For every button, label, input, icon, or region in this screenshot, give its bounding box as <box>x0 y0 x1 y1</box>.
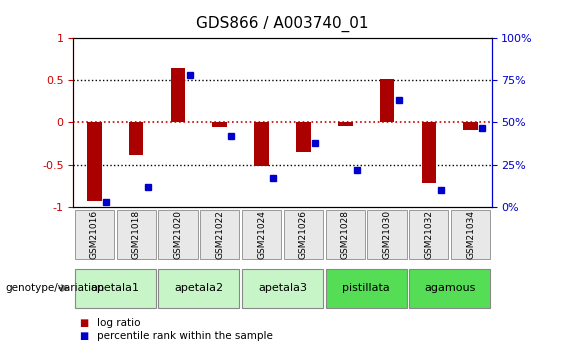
Bar <box>409 210 449 259</box>
Text: GSM21032: GSM21032 <box>424 210 433 259</box>
Text: apetala3: apetala3 <box>258 283 307 293</box>
Bar <box>75 210 114 259</box>
Text: GSM21028: GSM21028 <box>341 210 350 259</box>
Text: agamous: agamous <box>424 283 475 293</box>
Bar <box>325 269 407 308</box>
Text: apetala1: apetala1 <box>91 283 140 293</box>
Bar <box>129 122 144 155</box>
Bar <box>242 210 281 259</box>
Bar <box>325 210 365 259</box>
Text: GSM21022: GSM21022 <box>215 210 224 259</box>
Text: apetala2: apetala2 <box>175 283 223 293</box>
Bar <box>463 122 478 130</box>
Text: GSM21018: GSM21018 <box>132 210 141 259</box>
Text: GSM21020: GSM21020 <box>173 210 182 259</box>
Bar <box>158 210 198 259</box>
Bar <box>200 210 240 259</box>
Text: pistillata: pistillata <box>342 283 390 293</box>
Bar <box>158 269 240 308</box>
Text: ■: ■ <box>79 318 88 327</box>
Text: ■: ■ <box>79 332 88 341</box>
Text: log ratio: log ratio <box>97 318 141 327</box>
Bar <box>451 210 490 259</box>
Bar <box>116 210 156 259</box>
Text: GSM21026: GSM21026 <box>299 210 308 259</box>
Text: GSM21024: GSM21024 <box>257 210 266 259</box>
Bar <box>284 210 323 259</box>
Text: percentile rank within the sample: percentile rank within the sample <box>97 332 273 341</box>
Bar <box>75 269 156 308</box>
Bar <box>87 122 102 201</box>
Bar <box>254 122 269 166</box>
Bar <box>380 79 394 122</box>
Text: GSM21030: GSM21030 <box>383 210 392 259</box>
Bar <box>212 122 227 127</box>
Bar <box>171 68 185 122</box>
Bar <box>409 269 490 308</box>
Text: GDS866 / A003740_01: GDS866 / A003740_01 <box>196 16 369 32</box>
Bar <box>296 122 311 152</box>
Text: genotype/variation: genotype/variation <box>6 283 105 293</box>
Bar <box>242 269 323 308</box>
Text: GSM21034: GSM21034 <box>466 210 475 259</box>
Bar <box>338 122 353 126</box>
Bar <box>421 122 436 183</box>
Text: GSM21016: GSM21016 <box>90 210 99 259</box>
Bar <box>367 210 407 259</box>
